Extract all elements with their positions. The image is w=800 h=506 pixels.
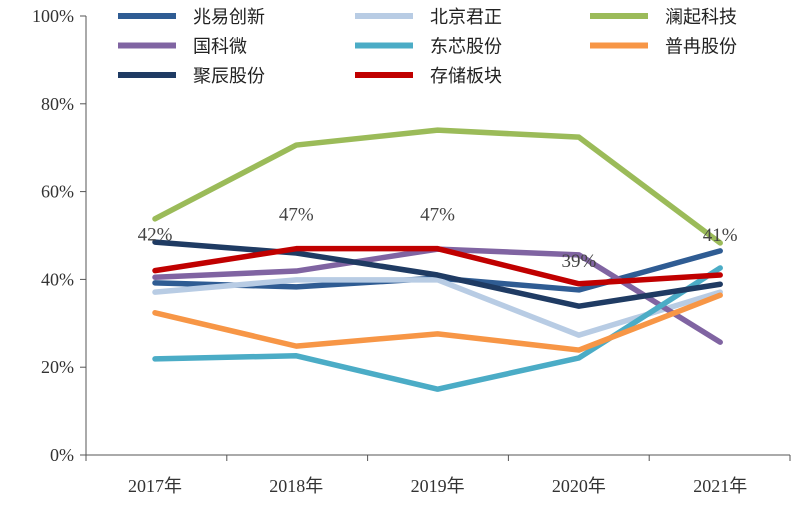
- data-label: 39%: [561, 251, 596, 272]
- series-lines: [152, 127, 723, 392]
- series-line-东芯股份: [152, 265, 723, 392]
- legend-item: 聚辰股份: [118, 66, 265, 87]
- y-axis: 0% 20% 40% 60% 80% 100%: [32, 6, 87, 465]
- series-line-北京君正: [152, 277, 723, 338]
- legend-label: 东芯股份: [430, 37, 502, 58]
- legend-label: 普冉股份: [665, 37, 737, 58]
- data-labels: 42% 47% 47% 39% 41%: [138, 205, 738, 272]
- y-tick-label: 20%: [41, 357, 74, 377]
- legend-item: 北京君正: [355, 7, 502, 28]
- data-label: 42%: [138, 225, 173, 246]
- legend-label: 澜起科技: [665, 7, 737, 28]
- series-line-聚辰股份: [152, 239, 723, 309]
- y-tick-label: 0%: [50, 445, 74, 465]
- x-tick-label: 2018年: [269, 476, 323, 496]
- y-tick-label: 40%: [41, 269, 74, 289]
- y-tick-label: 80%: [41, 94, 74, 114]
- legend-label: 兆易创新: [193, 7, 265, 28]
- x-axis: 2017年 2018年 2019年 2020年 2021年: [85, 454, 791, 496]
- x-tick-label: 2019年: [411, 476, 465, 496]
- x-tick-label: 2020年: [552, 476, 606, 496]
- legend-label: 国科微: [193, 37, 247, 58]
- legend-item: 普冉股份: [590, 37, 737, 58]
- series-line-存储板块: [152, 245, 723, 287]
- legend-item: 兆易创新: [118, 7, 265, 28]
- y-tick-label: 100%: [32, 6, 74, 26]
- x-tick-label: 2021年: [693, 476, 747, 496]
- legend-label: 存储板块: [430, 66, 502, 87]
- data-label: 47%: [279, 205, 314, 226]
- legend-label: 北京君正: [430, 7, 502, 28]
- y-tick-label: 60%: [41, 182, 74, 202]
- legend-label: 聚辰股份: [193, 66, 265, 87]
- legend-item: 国科微: [118, 37, 247, 58]
- legend-item: 存储板块: [355, 66, 502, 87]
- legend-item: 澜起科技: [590, 7, 737, 28]
- series-line-澜起科技: [152, 127, 723, 246]
- legend-item: 东芯股份: [355, 37, 502, 58]
- series-line-普冉股份: [152, 292, 723, 353]
- data-label: 41%: [703, 225, 738, 246]
- x-tick-label: 2017年: [128, 476, 182, 496]
- data-label: 47%: [420, 205, 455, 226]
